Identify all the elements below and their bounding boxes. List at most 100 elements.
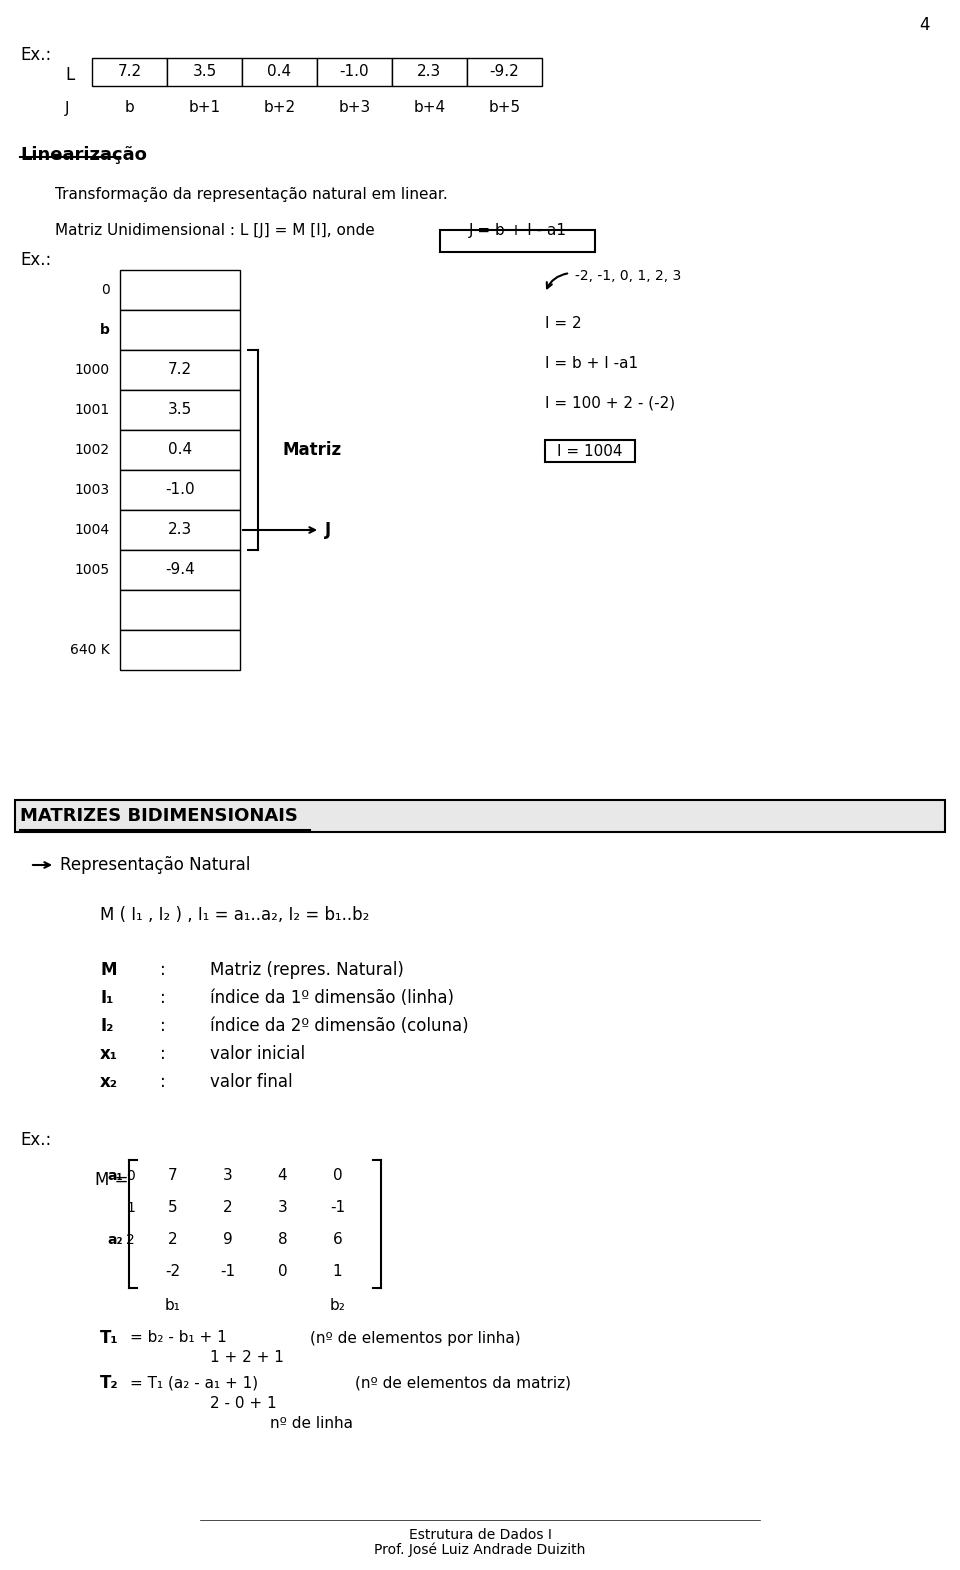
Text: (nº de elementos por linha): (nº de elementos por linha) bbox=[310, 1330, 520, 1345]
Bar bbox=[167, 58, 242, 86]
Text: MATRIZES BIDIMENSIONAIS: MATRIZES BIDIMENSIONAIS bbox=[20, 807, 298, 824]
Bar bbox=[120, 350, 240, 389]
Bar bbox=[467, 58, 542, 86]
Bar bbox=[120, 270, 240, 309]
Text: 3: 3 bbox=[223, 1168, 232, 1184]
Text: Estrutura de Dados I: Estrutura de Dados I bbox=[409, 1528, 551, 1542]
Text: 4: 4 bbox=[920, 16, 930, 35]
Text: I = b + I -a1: I = b + I -a1 bbox=[545, 355, 638, 371]
Text: 1: 1 bbox=[333, 1264, 343, 1280]
Text: 2: 2 bbox=[223, 1201, 232, 1215]
Text: J: J bbox=[325, 521, 331, 539]
Text: I₂: I₂ bbox=[100, 1017, 113, 1035]
Text: T₂: T₂ bbox=[100, 1374, 119, 1393]
Text: b+3: b+3 bbox=[338, 100, 371, 116]
Text: 1 + 2 + 1: 1 + 2 + 1 bbox=[210, 1350, 284, 1366]
Text: 1000: 1000 bbox=[75, 363, 110, 377]
Text: I₁: I₁ bbox=[100, 989, 113, 1006]
Text: 0: 0 bbox=[101, 283, 110, 297]
Bar bbox=[242, 58, 317, 86]
Text: (nº de elementos da matriz): (nº de elementos da matriz) bbox=[355, 1375, 571, 1391]
Bar bbox=[120, 510, 240, 550]
Text: Matriz: Matriz bbox=[283, 441, 342, 458]
Text: 1001: 1001 bbox=[75, 403, 110, 418]
Text: = T₁ (a₂ - a₁ + 1): = T₁ (a₂ - a₁ + 1) bbox=[130, 1375, 258, 1391]
Bar bbox=[545, 440, 635, 462]
Text: -9.4: -9.4 bbox=[165, 562, 195, 578]
Text: a₁: a₁ bbox=[108, 1170, 123, 1184]
Text: 1005: 1005 bbox=[75, 564, 110, 578]
Text: J: J bbox=[65, 100, 69, 116]
Text: b₁: b₁ bbox=[164, 1298, 180, 1314]
Text: 0.4: 0.4 bbox=[268, 64, 292, 80]
Text: J = b + I - a1: J = b + I - a1 bbox=[468, 223, 566, 237]
Text: 7.2: 7.2 bbox=[168, 363, 192, 377]
Text: 2.3: 2.3 bbox=[418, 64, 442, 80]
Text: valor inicial: valor inicial bbox=[210, 1046, 305, 1063]
Text: 3: 3 bbox=[277, 1201, 287, 1215]
Bar bbox=[120, 550, 240, 590]
Text: índice da 2º dimensão (coluna): índice da 2º dimensão (coluna) bbox=[210, 1017, 468, 1035]
Text: 1004: 1004 bbox=[75, 523, 110, 537]
Text: -2, -1, 0, 1, 2, 3: -2, -1, 0, 1, 2, 3 bbox=[575, 268, 682, 283]
Text: nº de linha: nº de linha bbox=[270, 1416, 353, 1430]
Bar bbox=[317, 58, 392, 86]
Text: Ex.:: Ex.: bbox=[20, 251, 51, 268]
Text: 4: 4 bbox=[277, 1168, 287, 1184]
Text: M: M bbox=[100, 961, 116, 980]
Text: b+5: b+5 bbox=[489, 100, 520, 116]
Text: b₂: b₂ bbox=[329, 1298, 346, 1314]
Text: Representação Natural: Representação Natural bbox=[60, 856, 251, 874]
Bar bbox=[120, 309, 240, 350]
Text: 1003: 1003 bbox=[75, 484, 110, 498]
Bar bbox=[392, 58, 467, 86]
Text: 7.2: 7.2 bbox=[117, 64, 141, 80]
Text: :: : bbox=[160, 1017, 166, 1035]
Text: 8: 8 bbox=[277, 1232, 287, 1248]
Text: L: L bbox=[65, 66, 74, 85]
Text: :: : bbox=[160, 1072, 166, 1091]
Text: M ( I₁ , I₂ ) , I₁ = a₁..a₂, I₂ = b₁..b₂: M ( I₁ , I₂ ) , I₁ = a₁..a₂, I₂ = b₁..b₂ bbox=[100, 906, 370, 925]
Text: -1.0: -1.0 bbox=[340, 64, 370, 80]
Text: :: : bbox=[160, 961, 166, 980]
Text: I = 1004: I = 1004 bbox=[557, 443, 623, 458]
Text: x₁: x₁ bbox=[100, 1046, 118, 1063]
Text: 0: 0 bbox=[277, 1264, 287, 1280]
Text: valor final: valor final bbox=[210, 1072, 293, 1091]
Text: x₂: x₂ bbox=[100, 1072, 118, 1091]
Bar bbox=[15, 801, 945, 832]
Text: 0.4: 0.4 bbox=[168, 443, 192, 457]
Text: 7: 7 bbox=[168, 1168, 178, 1184]
Text: 1: 1 bbox=[126, 1201, 135, 1215]
Text: b: b bbox=[100, 323, 110, 338]
Text: Linearização: Linearização bbox=[20, 146, 147, 163]
Text: Ex.:: Ex.: bbox=[20, 1130, 51, 1149]
Text: 640 K: 640 K bbox=[70, 644, 110, 656]
Text: 2.3: 2.3 bbox=[168, 523, 192, 537]
Bar bbox=[120, 469, 240, 510]
Text: :: : bbox=[160, 1046, 166, 1063]
Bar bbox=[92, 58, 167, 86]
Bar bbox=[120, 430, 240, 469]
Text: 0: 0 bbox=[127, 1170, 135, 1184]
Text: 2 - 0 + 1: 2 - 0 + 1 bbox=[210, 1396, 276, 1410]
Text: b+2: b+2 bbox=[263, 100, 296, 116]
Text: 1002: 1002 bbox=[75, 443, 110, 457]
Text: -1: -1 bbox=[330, 1201, 345, 1215]
Text: 6: 6 bbox=[332, 1232, 343, 1248]
Text: = b₂ - b₁ + 1: = b₂ - b₁ + 1 bbox=[130, 1330, 227, 1345]
Text: 5: 5 bbox=[168, 1201, 178, 1215]
Text: -9.2: -9.2 bbox=[490, 64, 519, 80]
Text: Matriz Unidimensional : L [J] = M [I], onde: Matriz Unidimensional : L [J] = M [I], o… bbox=[55, 223, 379, 237]
Text: -1.0: -1.0 bbox=[165, 482, 195, 498]
Text: a₂: a₂ bbox=[108, 1232, 123, 1247]
Text: 0: 0 bbox=[333, 1168, 343, 1184]
Text: :: : bbox=[160, 989, 166, 1006]
Text: 3.5: 3.5 bbox=[192, 64, 217, 80]
Text: Ex.:: Ex.: bbox=[20, 46, 51, 64]
Text: 2: 2 bbox=[127, 1232, 135, 1247]
Bar bbox=[120, 590, 240, 630]
Text: M =: M = bbox=[95, 1171, 129, 1188]
Text: -1: -1 bbox=[220, 1264, 235, 1280]
Text: Transformação da representação natural em linear.: Transformação da representação natural e… bbox=[55, 187, 447, 203]
